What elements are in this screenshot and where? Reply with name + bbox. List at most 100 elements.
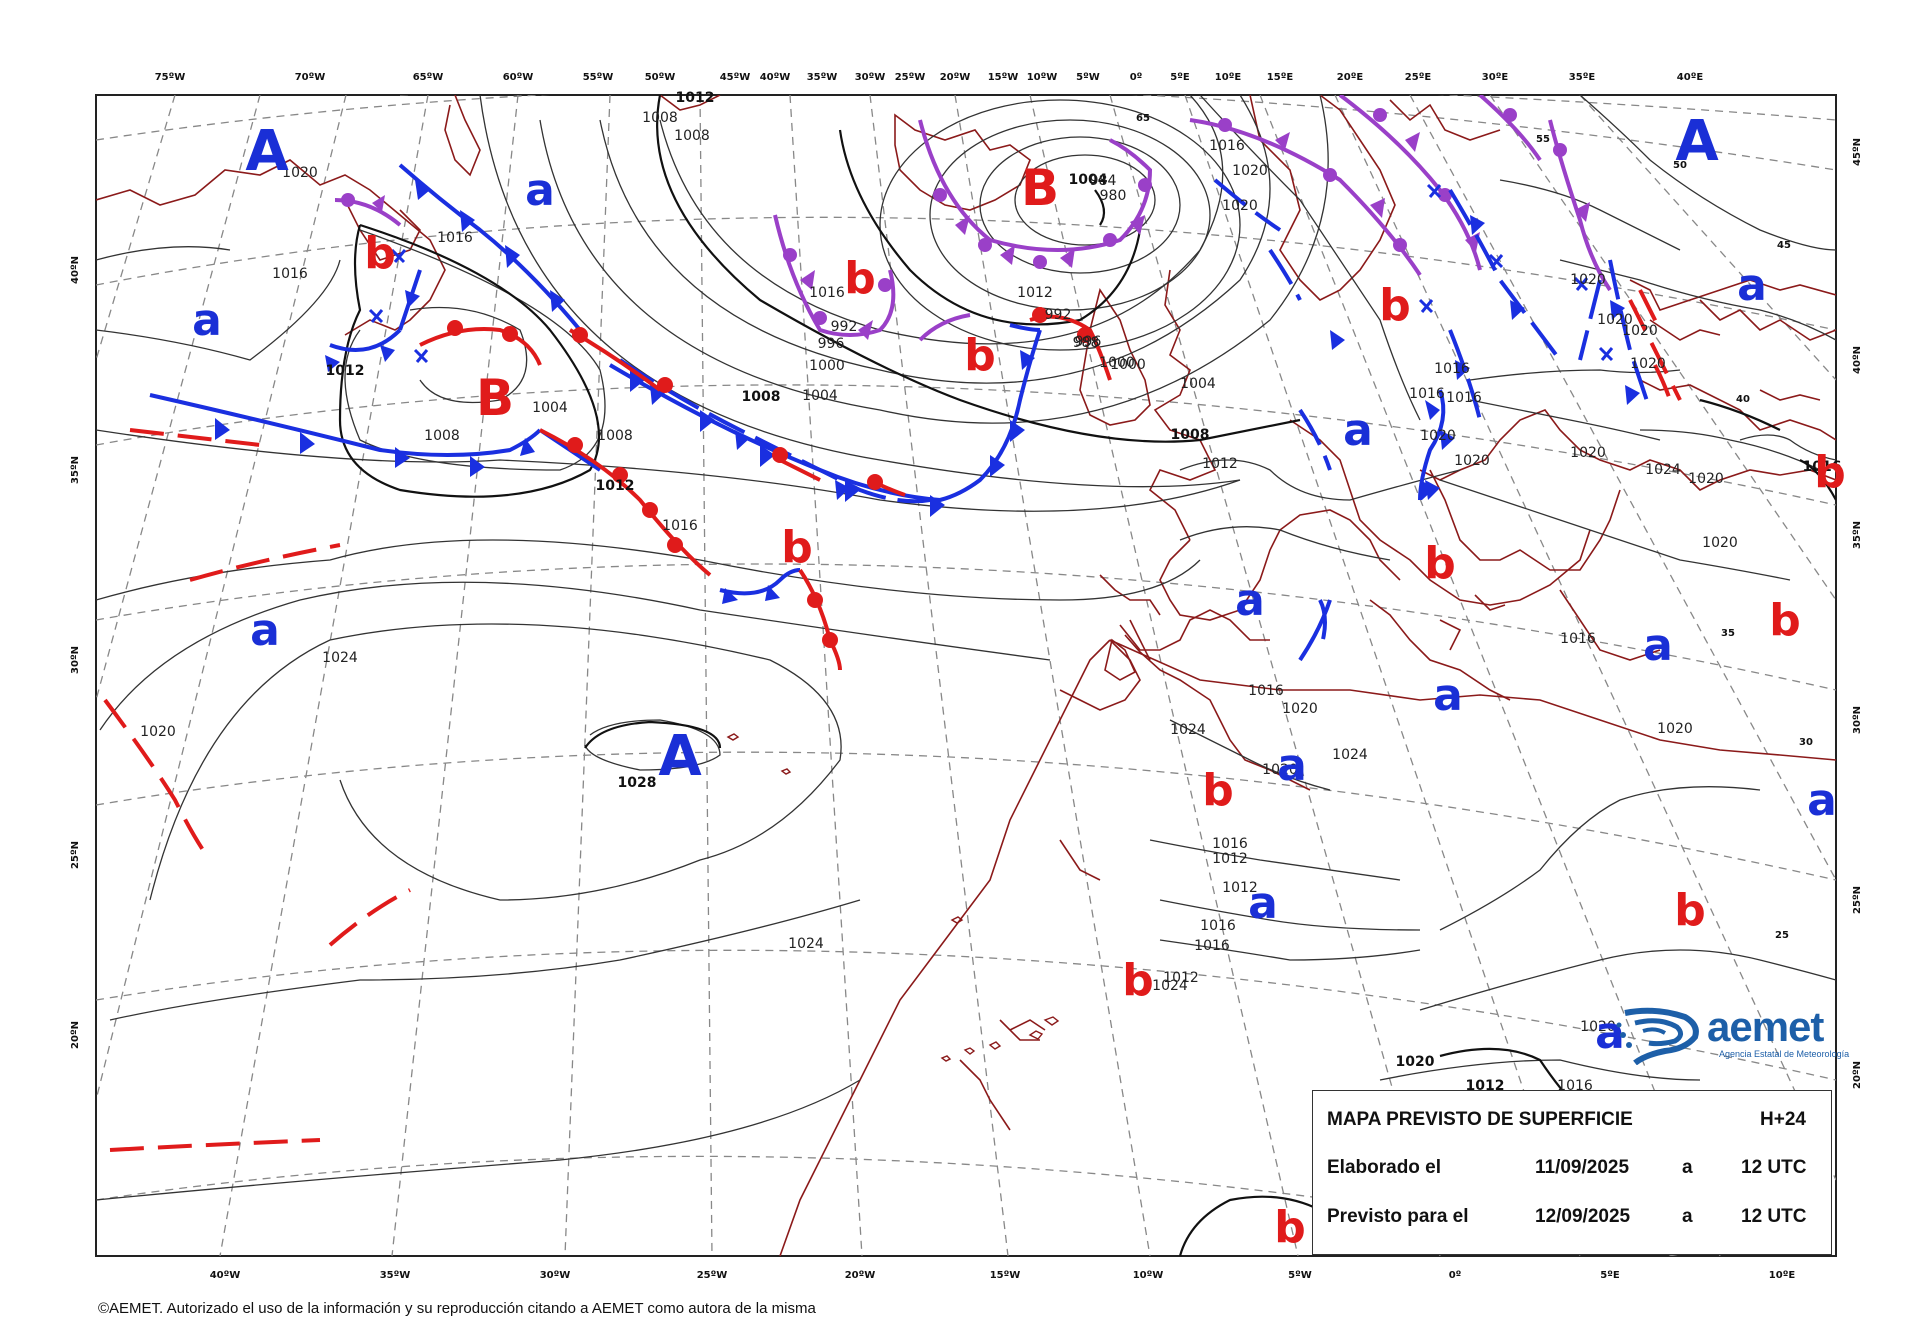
low-center-b: b xyxy=(844,253,876,304)
low-center-b: b xyxy=(364,228,396,279)
high-center-a: a xyxy=(1595,1008,1625,1059)
isobar-label: 1012 xyxy=(1212,851,1248,867)
grid-lat-label: 50 xyxy=(1673,160,1687,171)
isobar-label: 1024 xyxy=(322,650,358,666)
warm-front-symbols xyxy=(447,307,1093,648)
high-center-a: a xyxy=(250,605,280,656)
isobar-label: 988 xyxy=(1073,335,1100,351)
isobar-label: 1020 xyxy=(1580,1019,1616,1035)
high-center-A: A xyxy=(658,724,702,789)
top-lon-label: 65ºW xyxy=(413,72,444,83)
coastlines xyxy=(96,95,1836,1256)
bottom-lon-label: 0º xyxy=(1449,1270,1462,1281)
dashed-front-symbols xyxy=(650,215,1640,500)
top-lon-label: 25ºW xyxy=(895,72,926,83)
bottom-lon-label: 40ºW xyxy=(210,1270,241,1281)
high-center-a: a xyxy=(525,165,555,216)
isobar-label: 1004 xyxy=(1069,172,1108,188)
isobar-label: 1004 xyxy=(1180,376,1216,392)
isobar-label: 1016 xyxy=(1209,138,1245,154)
isobar-label: 1012 xyxy=(676,90,715,106)
legend-forecast-a: a xyxy=(1682,1206,1693,1227)
top-lon-label: 30ºW xyxy=(855,72,886,83)
legend-title: MAPA PREVISTO DE SUPERFICIE xyxy=(1327,1109,1633,1130)
aemet-logo-subtitle: Agencia Estatal de Meteorología xyxy=(1719,1049,1850,1059)
isobar-label: 1008 xyxy=(742,389,781,405)
bottom-lon-label: 10ºW xyxy=(1133,1270,1164,1281)
isobar-label: 996 xyxy=(818,336,845,352)
front-ticks xyxy=(368,183,1614,364)
bottom-lon-label: 10ºE xyxy=(1769,1270,1796,1281)
isobar-label: 1024 xyxy=(788,936,824,952)
isobar-label: 1004 xyxy=(532,400,568,416)
right-lat-label: 30ºN xyxy=(1852,706,1863,734)
latitude-graticule xyxy=(96,95,1836,1256)
top-lon-label: 45ºW xyxy=(720,72,751,83)
bottom-lon-label: 30ºW xyxy=(540,1270,571,1281)
isobar-label: 1016 xyxy=(1194,938,1230,954)
isobar-label: 1008 xyxy=(597,428,633,444)
isobar-label: 1020 xyxy=(1282,701,1318,717)
low-center-B: B xyxy=(476,369,514,427)
isobar-label: 1016 xyxy=(662,518,698,534)
isobar-label: 996 xyxy=(1075,334,1102,350)
isobar-label: 1020 xyxy=(1454,453,1490,469)
left-lat-label: 20ºN xyxy=(70,1021,81,1049)
dashed-fronts xyxy=(618,178,1652,651)
low-center-b: b xyxy=(1379,280,1411,331)
isobar-label: 1012 xyxy=(1202,456,1238,472)
legend-forecast-date: 12/09/2025 xyxy=(1535,1206,1631,1227)
isobar-label: 1016 xyxy=(1560,631,1596,647)
isobar-label: 1012 xyxy=(1222,880,1258,896)
isobar-label: 1004 xyxy=(802,388,838,404)
legend-box: MAPA PREVISTO DE SUPERFICIE H+24 Elabora… xyxy=(1312,1090,1832,1255)
low-center-b: b xyxy=(1274,1202,1306,1253)
isobar-label: 992 xyxy=(831,319,858,335)
right-lat-label: 45ºN xyxy=(1852,138,1863,166)
isobar-label: 1000 xyxy=(1110,357,1146,373)
isobar-label: 1020 xyxy=(1597,312,1633,328)
bottom-lon-label: 5ºE xyxy=(1600,1270,1620,1281)
aemet-logo-word: aemet xyxy=(1707,1003,1824,1050)
top-lon-label: 15ºE xyxy=(1267,72,1294,83)
high-center-A: A xyxy=(1675,109,1719,174)
isobar-label: 1020 xyxy=(1570,272,1606,288)
top-lon-label: 20ºW xyxy=(940,72,971,83)
high-center-a: a xyxy=(1248,878,1278,929)
high-center-a: a xyxy=(192,295,222,346)
bottom-lon-label: 35ºW xyxy=(380,1270,411,1281)
low-center-b: b xyxy=(1674,885,1706,936)
isobar-label: 1008 xyxy=(674,128,710,144)
right-lat-label: 20ºN xyxy=(1852,1061,1863,1089)
top-lon-label: 15ºW xyxy=(988,72,1019,83)
top-lon-label: 20ºE xyxy=(1337,72,1364,83)
isobar-label: 1016 xyxy=(1434,361,1470,377)
top-lon-label: 10ºE xyxy=(1215,72,1242,83)
isobar-label: 984 xyxy=(1090,173,1117,189)
low-center-b: b xyxy=(964,330,996,381)
high-center-a: a xyxy=(1277,740,1307,791)
isobar-label: 992 xyxy=(1045,307,1072,323)
legend-horizon: H+24 xyxy=(1760,1109,1806,1130)
isobar-label: 1000 xyxy=(1099,355,1135,371)
top-lon-label: 70ºW xyxy=(295,72,326,83)
grid-lat-label: 35 xyxy=(1721,628,1735,639)
isobar-label: 1016 xyxy=(1200,918,1236,934)
bold-isobars xyxy=(338,95,1836,1256)
isobar-label: 1024 xyxy=(1645,462,1681,478)
isobar-label: 1000 xyxy=(809,358,845,374)
isobar-label: 980 xyxy=(1100,188,1127,204)
isobar-label: 1020 xyxy=(1396,1054,1435,1070)
top-lon-label: 10ºW xyxy=(1027,72,1058,83)
grid-lat-label: 30 xyxy=(1799,737,1813,748)
isobar-label: 1020 xyxy=(282,165,318,181)
left-latitude-labels: 40ºN 35ºN 30ºN 25ºN 20ºN xyxy=(70,256,81,1049)
high-center-a: a xyxy=(1807,775,1837,826)
legend-elaborated-date: 11/09/2025 xyxy=(1535,1157,1630,1178)
isobar-label: 1016 xyxy=(809,285,845,301)
isobar-label: 1020 xyxy=(1420,428,1456,444)
top-lon-label: 35ºW xyxy=(807,72,838,83)
